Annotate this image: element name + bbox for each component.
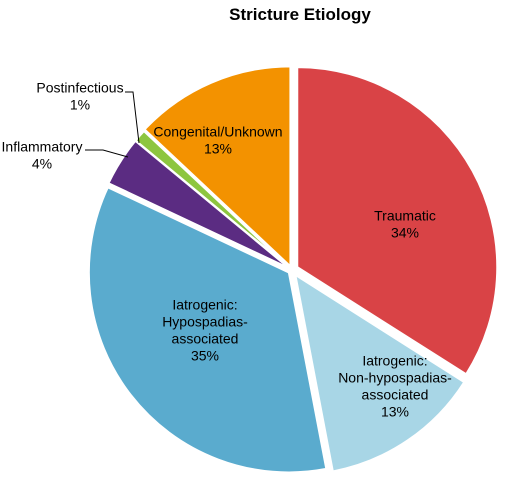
label-congenital-unknown: Congenital/Unknown 13% (153, 124, 282, 157)
label-line: Postinfectious (36, 80, 123, 96)
label-inflammatory: Inflammatory 4% (2, 139, 83, 172)
label-line: Congenital/Unknown (153, 124, 282, 140)
leader-line-postinfectious (125, 91, 140, 144)
slice-congenital-unknown (143, 65, 292, 269)
label-line: associated (172, 331, 239, 347)
label-line: 1% (70, 97, 90, 113)
label-line: 34% (391, 225, 419, 241)
label-line: associated (362, 387, 429, 403)
leader-line-inflammatory (85, 149, 129, 158)
label-line: Iatrogenic: (172, 297, 237, 313)
slice-traumatic (296, 66, 499, 376)
pie-slices (87, 65, 499, 474)
label-line: 4% (32, 156, 52, 172)
label-line: Non-hypospadias- (338, 370, 452, 386)
label-line: Iatrogenic: (362, 353, 427, 369)
label-line: 35% (191, 348, 219, 364)
slice-iatrogenic-non-hypospadias (293, 272, 466, 473)
label-iatrogenic-non-hypospadias: Iatrogenic: Non-hypospadias-associated 13% (338, 353, 452, 420)
slice-labels: Traumatic 34%Iatrogenic: Non-hypospadias-a… (2, 80, 453, 420)
label-line: Traumatic (374, 208, 436, 224)
leader-lines (85, 91, 140, 158)
label-postinfectious: Postinfectious 1% (36, 80, 123, 113)
label-line: Hypospadias- (162, 314, 248, 330)
label-traumatic: Traumatic 34% (374, 208, 436, 241)
label-line: 13% (204, 141, 232, 157)
label-line: Inflammatory (2, 139, 83, 155)
label-iatrogenic-hypospadias: Iatrogenic: Hypospadias-associated 35% (162, 297, 248, 364)
slice-iatrogenic-hypospadias (87, 185, 328, 474)
chart-title: Stricture Etiology (229, 5, 371, 24)
label-line: 13% (381, 404, 409, 420)
slice-postinfectious (134, 129, 291, 269)
